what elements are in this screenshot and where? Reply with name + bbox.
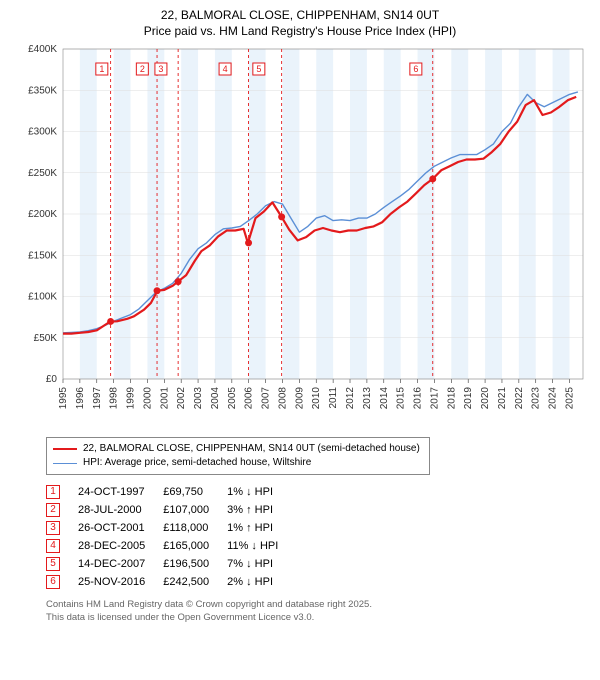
tx-date: 25-NOV-2016: [78, 573, 163, 591]
svg-text:£0: £0: [46, 374, 58, 385]
table-row: 5 14-DEC-2007£196,5007% ↓ HPI: [46, 555, 296, 573]
svg-text:3: 3: [158, 64, 163, 74]
transactions-table: 124-OCT-1997£69,7501% ↓ HPI228-JUL-2000£…: [46, 483, 296, 591]
svg-text:2002: 2002: [176, 387, 187, 410]
svg-text:2011: 2011: [328, 387, 339, 409]
chart-area: £0 £50K £100K £150K £200K £250K £300K £350K £400…: [15, 43, 585, 433]
svg-text:2014: 2014: [379, 387, 390, 410]
svg-text:2003: 2003: [193, 387, 204, 410]
legend-item-hpi: HPI: Average price, semi-detached house,…: [53, 456, 423, 470]
tx-price: £196,500: [163, 555, 227, 573]
svg-text:2: 2: [140, 64, 145, 74]
table-row: 2 28-JUL-2000£107,0003% ↑ HPI: [46, 501, 296, 519]
chart-svg: £0 £50K £100K £150K £200K £250K £300K £350K £400…: [15, 43, 585, 433]
svg-text:£250K: £250K: [28, 168, 57, 179]
svg-text:4: 4: [223, 64, 228, 74]
svg-text:2022: 2022: [514, 387, 525, 410]
svg-text:1998: 1998: [109, 387, 120, 410]
svg-text:2013: 2013: [362, 387, 373, 410]
legend-item-price: 22, BALMORAL CLOSE, CHIPPENHAM, SN14 0UT…: [53, 442, 423, 456]
svg-text:2005: 2005: [227, 387, 238, 410]
table-row: 1 24-OCT-1997£69,7501% ↓ HPI: [46, 483, 296, 501]
svg-text:2015: 2015: [396, 387, 407, 410]
footer: Contains HM Land Registry data © Crown c…: [46, 599, 592, 624]
tx-delta: 1% ↓ HPI: [227, 483, 296, 501]
svg-text:1999: 1999: [126, 387, 137, 410]
marker-box: 3: [46, 521, 60, 535]
svg-text:1997: 1997: [92, 387, 103, 410]
tx-date: 28-JUL-2000: [78, 501, 163, 519]
chart-title: 22, BALMORAL CLOSE, CHIPPENHAM, SN14 0UT…: [8, 8, 592, 39]
svg-text:£200K: £200K: [28, 209, 57, 220]
svg-text:2019: 2019: [463, 387, 474, 410]
legend-label-hpi: HPI: Average price, semi-detached house,…: [83, 456, 311, 470]
svg-text:2025: 2025: [564, 387, 575, 410]
svg-text:2024: 2024: [548, 387, 559, 410]
footer-line1: Contains HM Land Registry data © Crown c…: [46, 599, 592, 611]
svg-text:2004: 2004: [210, 387, 221, 410]
svg-text:2001: 2001: [159, 387, 170, 410]
svg-text:£400K: £400K: [28, 44, 57, 55]
svg-text:1995: 1995: [58, 387, 69, 410]
tx-price: £165,000: [163, 537, 227, 555]
marker-box: 2: [46, 503, 60, 517]
svg-text:1: 1: [99, 64, 104, 74]
marker-box: 1: [46, 485, 60, 499]
legend-swatch-hpi: [53, 463, 77, 464]
title-line2: Price paid vs. HM Land Registry's House …: [8, 24, 592, 40]
svg-text:2017: 2017: [429, 387, 440, 410]
svg-text:2006: 2006: [244, 387, 255, 410]
tx-delta: 7% ↓ HPI: [227, 555, 296, 573]
legend-label-price: 22, BALMORAL CLOSE, CHIPPENHAM, SN14 0UT…: [83, 442, 420, 456]
tx-delta: 1% ↑ HPI: [227, 519, 296, 537]
svg-text:5: 5: [256, 64, 261, 74]
marker-box: 6: [46, 575, 60, 589]
svg-text:2023: 2023: [531, 387, 542, 410]
svg-text:2009: 2009: [294, 387, 305, 410]
svg-text:£50K: £50K: [34, 333, 58, 344]
svg-text:£300K: £300K: [28, 127, 57, 138]
tx-date: 24-OCT-1997: [78, 483, 163, 501]
svg-text:2021: 2021: [497, 387, 508, 410]
tx-delta: 3% ↑ HPI: [227, 501, 296, 519]
svg-text:2020: 2020: [480, 387, 491, 410]
svg-text:6: 6: [413, 64, 418, 74]
tx-price: £118,000: [163, 519, 227, 537]
tx-date: 26-OCT-2001: [78, 519, 163, 537]
svg-text:2018: 2018: [446, 387, 457, 410]
svg-text:£350K: £350K: [28, 85, 57, 96]
tx-delta: 11% ↓ HPI: [227, 537, 296, 555]
svg-text:2000: 2000: [142, 387, 153, 410]
tx-price: £69,750: [163, 483, 227, 501]
table-row: 6 25-NOV-2016£242,5002% ↓ HPI: [46, 573, 296, 591]
svg-text:2007: 2007: [261, 387, 272, 410]
svg-text:2016: 2016: [413, 387, 424, 410]
tx-date: 28-DEC-2005: [78, 537, 163, 555]
svg-text:1996: 1996: [75, 387, 86, 410]
legend-swatch-price: [53, 448, 77, 450]
tx-price: £107,000: [163, 501, 227, 519]
marker-box: 5: [46, 557, 60, 571]
marker-box: 4: [46, 539, 60, 553]
tx-delta: 2% ↓ HPI: [227, 573, 296, 591]
table-row: 3 26-OCT-2001£118,0001% ↑ HPI: [46, 519, 296, 537]
tx-price: £242,500: [163, 573, 227, 591]
svg-text:2010: 2010: [311, 387, 322, 410]
svg-text:2012: 2012: [345, 387, 356, 410]
title-line1: 22, BALMORAL CLOSE, CHIPPENHAM, SN14 0UT: [8, 8, 592, 24]
svg-text:£150K: £150K: [28, 250, 57, 261]
legend: 22, BALMORAL CLOSE, CHIPPENHAM, SN14 0UT…: [46, 437, 430, 475]
footer-line2: This data is licensed under the Open Gov…: [46, 612, 592, 624]
svg-text:£100K: £100K: [28, 292, 57, 303]
table-row: 4 28-DEC-2005£165,00011% ↓ HPI: [46, 537, 296, 555]
tx-date: 14-DEC-2007: [78, 555, 163, 573]
svg-text:2008: 2008: [277, 387, 288, 410]
